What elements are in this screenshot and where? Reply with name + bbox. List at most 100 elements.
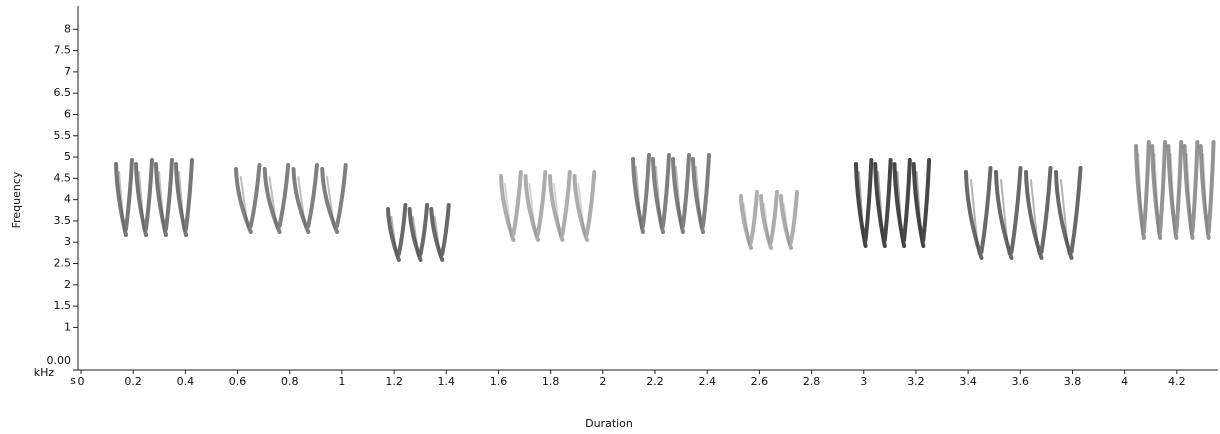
syllable xyxy=(1134,140,1151,240)
y-tick-label: 5 xyxy=(64,150,71,163)
y-tick-label: 1.5 xyxy=(54,299,72,312)
syllable-trace xyxy=(577,183,586,237)
y-tick-label: 2 xyxy=(64,278,71,291)
syllable-trace xyxy=(763,203,770,245)
x-tick-label: 1 xyxy=(338,375,345,388)
x-axis-title: Duration xyxy=(585,417,633,430)
syllable xyxy=(572,170,597,242)
syllable xyxy=(651,153,671,234)
x-tick-label: 0 xyxy=(78,375,85,388)
syllable xyxy=(892,158,912,248)
syllable xyxy=(386,203,408,262)
syllable-trace xyxy=(970,179,980,255)
syllable xyxy=(174,158,194,237)
y-tick-label: 8 xyxy=(64,22,71,35)
syllable-trace xyxy=(857,171,865,243)
y-axis-title: Frequency xyxy=(10,171,23,228)
syllable xyxy=(234,163,262,234)
syllable xyxy=(320,163,348,234)
syllable-trace xyxy=(412,216,420,257)
syllable xyxy=(671,153,691,234)
syllable-trace xyxy=(1000,179,1010,255)
syllable-trace xyxy=(783,203,790,245)
x-tick-label: 2.4 xyxy=(698,375,716,388)
syllable-trace xyxy=(433,216,442,257)
syllable xyxy=(994,166,1023,260)
syllable xyxy=(911,158,932,248)
x-tick-label: 0.2 xyxy=(124,375,142,388)
x-tick-label: 2.8 xyxy=(803,375,821,388)
x-tick-label: 1.2 xyxy=(385,375,403,388)
syllable-trace xyxy=(655,166,662,229)
x-tick-label: 0.4 xyxy=(177,375,195,388)
syllable xyxy=(429,203,451,262)
syllable xyxy=(114,158,134,237)
x-tick-label: 0.8 xyxy=(281,375,299,388)
x-tick-label: 3.2 xyxy=(907,375,925,388)
syllable-trace xyxy=(118,171,125,232)
x-tick-label: 3.6 xyxy=(1012,375,1030,388)
syllable-trace xyxy=(390,216,398,257)
syllable xyxy=(873,158,893,248)
y-unit: kHz xyxy=(34,366,55,379)
syllable-trace xyxy=(1185,153,1192,235)
syllable-trace xyxy=(915,171,923,243)
syllable-trace xyxy=(635,166,642,229)
y-tick-label: 3 xyxy=(64,235,71,248)
syllable xyxy=(1024,166,1053,260)
syllable-trace xyxy=(178,171,185,232)
x-tick-label: 1.6 xyxy=(490,375,508,388)
y-tick-label: 2.5 xyxy=(54,257,72,270)
syllable xyxy=(154,158,174,237)
syllable-trace xyxy=(138,171,145,232)
syllable xyxy=(1198,140,1216,240)
syllable-trace xyxy=(1137,153,1144,235)
y-tick-label: 4 xyxy=(64,193,71,206)
syllable-trace xyxy=(896,171,904,243)
syllable xyxy=(499,170,523,242)
syllable-trace xyxy=(503,183,513,237)
syllable-trace xyxy=(1202,153,1209,235)
x-tick-label: 0.6 xyxy=(229,375,247,388)
y-tick-label: 6.5 xyxy=(54,86,72,99)
y-tick-label: 6 xyxy=(64,107,71,120)
x-unit: s xyxy=(70,374,76,387)
syllable-trace xyxy=(239,176,249,229)
syllable xyxy=(1166,140,1184,240)
y-tick-label: 3.5 xyxy=(54,214,72,227)
syllable-trace xyxy=(297,176,307,229)
syllable xyxy=(759,190,779,250)
spectrogram-image xyxy=(114,140,1216,262)
syllable xyxy=(739,190,759,250)
y-tick-label: 1 xyxy=(64,320,71,333)
syllable xyxy=(1182,140,1200,240)
syllable xyxy=(854,158,874,248)
syllable-trace xyxy=(695,166,702,229)
syllable xyxy=(523,170,548,242)
syllable-trace xyxy=(552,183,562,237)
syllable xyxy=(407,203,430,262)
x-tick-label: 1.4 xyxy=(438,375,456,388)
syllable xyxy=(548,170,572,242)
syllable-trace xyxy=(1030,179,1040,255)
syllable-trace xyxy=(326,176,336,229)
syllable-trace xyxy=(268,176,278,229)
syllable xyxy=(1150,140,1167,240)
y-tick-label: 7.5 xyxy=(54,44,72,57)
syllable-trace xyxy=(1153,153,1160,235)
syllable xyxy=(1054,166,1083,260)
x-tick-label: 3 xyxy=(860,375,867,388)
y-tick-label: 0.00 xyxy=(47,354,72,367)
syllable-trace xyxy=(1060,179,1070,255)
syllable xyxy=(691,153,711,234)
x-tick-label: 3.8 xyxy=(1064,375,1082,388)
syllable xyxy=(134,158,154,237)
x-tick-label: 4 xyxy=(1121,375,1128,388)
syllable-trace xyxy=(675,166,682,229)
syllable-trace xyxy=(743,203,750,245)
syllable-trace xyxy=(158,171,165,232)
x-tick-label: 2.6 xyxy=(751,375,769,388)
x-tick-label: 3.4 xyxy=(959,375,977,388)
syllable xyxy=(631,153,651,234)
